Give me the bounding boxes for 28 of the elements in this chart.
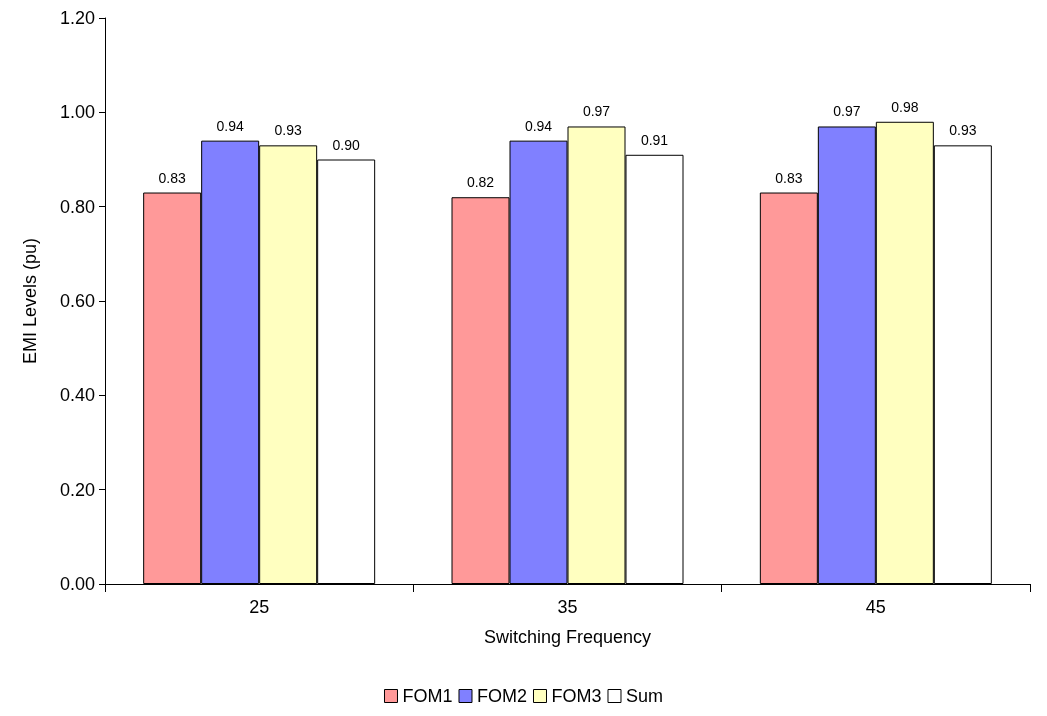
y-tick-label: 1.00 (59, 102, 95, 123)
data-label: 0.83 (775, 169, 803, 186)
data-label: 0.91 (640, 131, 669, 148)
data-label: 0.82 (466, 174, 495, 191)
data-label: 0.94 (216, 117, 244, 134)
y-tick-label: 0.60 (59, 291, 95, 311)
x-tick-label: 45 (865, 597, 886, 617)
x-tick-label: 25 (249, 597, 270, 617)
y-tick-label: 0.40 (59, 385, 95, 406)
legend-label: FOM3 (551, 686, 602, 706)
y-tick-label: 0.00 (59, 574, 95, 594)
x-tick-label: 35 (557, 597, 578, 617)
y-tick-label: 0.20 (59, 479, 95, 500)
legend-label: FOM2 (476, 686, 528, 706)
data-label: 0.93 (274, 122, 302, 139)
data-label: 0.97 (582, 103, 611, 120)
data-label: 0.90 (332, 136, 360, 153)
y-tick-label: 1.20 (59, 8, 95, 28)
x-axis-title: Switching Frequency (483, 627, 652, 647)
legend-label: FOM1 (402, 686, 453, 706)
data-label: 0.97 (833, 103, 861, 120)
legend-label: Sum (626, 686, 664, 706)
y-tick-label: 0.80 (59, 196, 95, 217)
y-axis-title: EMI Levels (pu) (20, 237, 40, 365)
data-label: 0.93 (949, 122, 977, 139)
data-label: 0.98 (891, 98, 919, 115)
data-label: 0.94 (524, 117, 553, 134)
data-label: 0.83 (158, 169, 186, 186)
